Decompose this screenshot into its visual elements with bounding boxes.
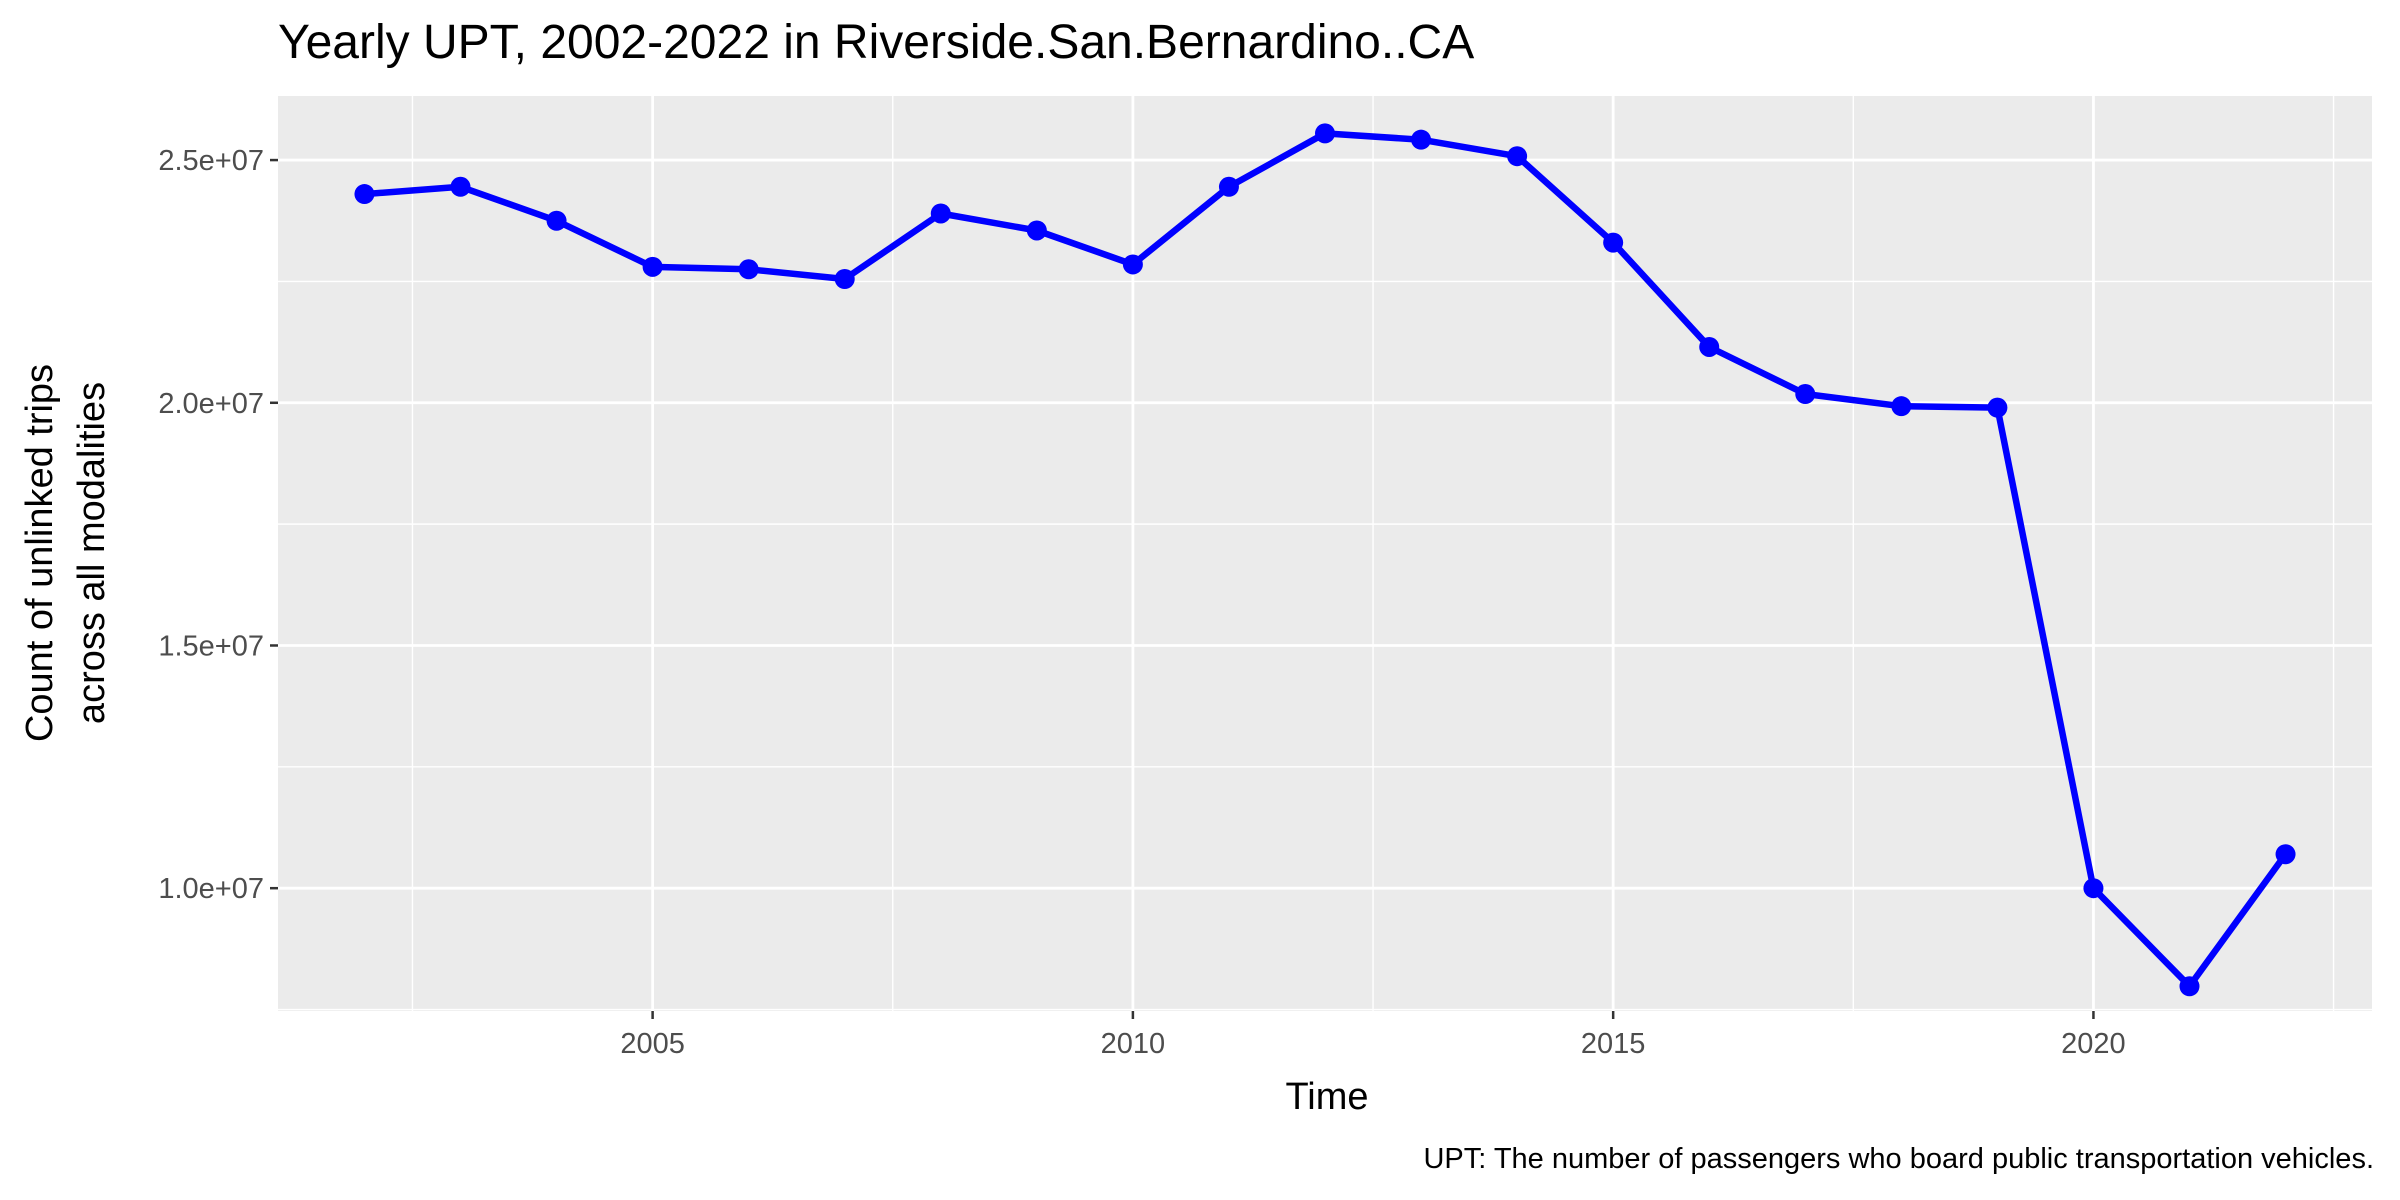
data-point <box>2275 844 2296 865</box>
data-series <box>354 123 2296 997</box>
plot-panel <box>278 96 2372 1011</box>
data-point <box>1891 396 1912 417</box>
x-axis-title: Time <box>1285 1076 1368 1118</box>
data-point <box>834 269 855 289</box>
y-tick-label: 1.0e+07 <box>158 873 264 905</box>
y-axis-title-line-2: across all modalities <box>71 382 113 724</box>
y-tick-label: 2.0e+07 <box>158 388 264 420</box>
data-point <box>450 176 471 197</box>
x-tick-label: 2020 <box>2061 1028 2126 1060</box>
data-point <box>2179 976 2200 997</box>
data-point <box>642 256 663 277</box>
axes: 2005 2010 2015 2020 1.0e+07 1.5e+07 2.0e+07 2.5… <box>158 145 2125 1060</box>
data-point <box>1411 129 1432 150</box>
data-point <box>1122 254 1143 275</box>
x-tick-label: 2010 <box>1101 1028 1166 1060</box>
data-point <box>1699 336 1720 357</box>
data-point <box>738 259 759 280</box>
data-point <box>546 210 567 231</box>
y-tick-label: 2.5e+07 <box>158 145 264 177</box>
data-point <box>1603 232 1624 253</box>
data-point <box>1218 176 1239 197</box>
data-point <box>1507 146 1528 167</box>
data-point <box>1795 384 1816 405</box>
chart-caption: UPT: The number of passengers who board … <box>1423 1143 2374 1175</box>
data-point <box>930 203 951 224</box>
y-axis-title-line-1: Count of unlinked trips <box>19 364 61 742</box>
x-tick-label: 2015 <box>1581 1028 1646 1060</box>
chart-title: Yearly UPT, 2002-2022 in Riverside.San.B… <box>278 16 1474 69</box>
data-point <box>2083 878 2104 899</box>
data-point <box>1987 397 2008 418</box>
data-point <box>354 184 375 205</box>
data-point <box>1026 220 1047 241</box>
y-tick-label: 1.5e+07 <box>158 630 264 662</box>
data-point <box>1315 123 1335 144</box>
x-tick-label: 2005 <box>620 1028 685 1060</box>
